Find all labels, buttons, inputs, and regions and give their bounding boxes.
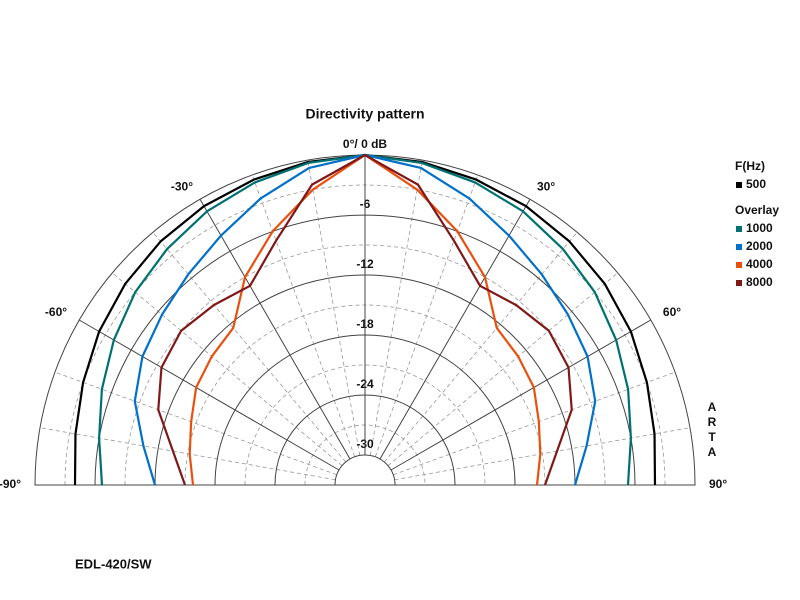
footer: EDL-420/SW	[75, 556, 152, 571]
minor-grid-spoke	[393, 371, 676, 476]
watermark: ARTA	[705, 400, 719, 460]
minor-grid-spoke	[251, 174, 356, 457]
grid-ring	[334, 454, 396, 486]
grid-spoke	[199, 198, 351, 460]
theta-tick-label: 0°/ 0 dB	[343, 137, 387, 151]
minor-grid-spoke	[152, 231, 347, 463]
grid-spoke	[78, 319, 340, 471]
legend-swatch	[736, 280, 742, 286]
minor-grid-ring	[244, 364, 486, 486]
theta-tick-label: -60°	[45, 305, 67, 319]
series-line	[157, 153, 573, 486]
grid-spoke	[379, 198, 531, 460]
minor-grid-spoke	[383, 231, 578, 463]
minor-grid-spoke	[394, 427, 691, 481]
theta-tick-label: 30°	[537, 179, 555, 193]
legend-label: 2000	[746, 239, 773, 253]
theta-tick-label: 60°	[663, 305, 681, 319]
legend-label: 500	[746, 177, 766, 191]
legend-swatch	[736, 226, 742, 232]
legend-swatch	[736, 262, 742, 268]
chart-title: Directivity pattern	[305, 106, 424, 122]
legend-title: F(Hz)	[735, 159, 765, 173]
minor-grid-spoke	[54, 371, 337, 476]
grid-spoke	[390, 319, 652, 471]
theta-tick-label: 90°	[709, 477, 727, 491]
minor-grid-spoke	[39, 427, 336, 481]
legend-swatch	[736, 244, 742, 250]
theta-tick-label: -90°	[0, 477, 21, 491]
legend-title: Overlay	[735, 203, 779, 217]
legend-swatch	[736, 182, 742, 188]
legend-label: 1000	[746, 221, 773, 235]
theta-tick-label: -30°	[171, 179, 193, 193]
minor-grid-spoke	[387, 272, 619, 467]
legend-label: 4000	[746, 257, 773, 271]
legend-label: 8000	[746, 275, 773, 289]
minor-grid-spoke	[374, 174, 479, 457]
minor-grid-spoke	[307, 159, 361, 456]
minor-grid-spoke	[111, 272, 343, 467]
minor-grid-spoke	[369, 159, 423, 456]
